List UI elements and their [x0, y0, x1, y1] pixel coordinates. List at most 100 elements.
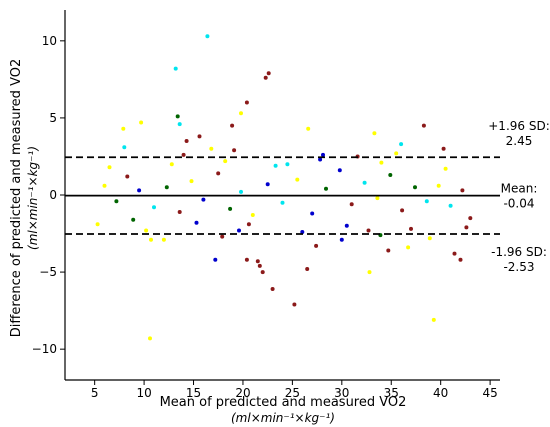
data-point [173, 66, 178, 71]
reference-label-value: 2.45 [506, 134, 533, 148]
data-point [265, 182, 270, 187]
data-point [460, 188, 465, 193]
data-point [386, 248, 391, 253]
data-point [220, 234, 225, 239]
data-point [443, 166, 448, 171]
data-point [314, 243, 319, 248]
x-tick-label: 35 [384, 386, 399, 400]
data-point [270, 287, 275, 291]
data-point [144, 228, 149, 233]
reference-label-value: -2.53 [503, 260, 534, 274]
data-point [250, 213, 255, 217]
data-point [216, 171, 221, 176]
x-axis-label: Mean of predicted and measured VO2 [160, 395, 407, 410]
data-point [184, 139, 189, 143]
data-point [125, 174, 130, 179]
data-point [321, 152, 325, 157]
data-point [107, 165, 112, 170]
data-point [266, 71, 271, 76]
x-tick-label: 30 [334, 386, 349, 400]
data-point [239, 189, 243, 194]
data-point [441, 146, 446, 151]
data-point [427, 236, 432, 241]
data-point [468, 216, 473, 221]
y-tick-label: 0 [49, 188, 57, 202]
y-tick-label: −10 [32, 342, 57, 356]
data-point [255, 259, 260, 264]
data-point [164, 185, 169, 190]
tick-layer: 5 10 15 20 25 30 35 40 45 −10 −5 0 5 10 [32, 34, 498, 400]
data-point [273, 163, 278, 168]
x-tick-label: 25 [285, 386, 300, 400]
data-point [324, 186, 328, 191]
data-point [194, 220, 199, 225]
data-point [148, 336, 152, 341]
data-point [421, 123, 426, 128]
data-point [169, 162, 174, 167]
y-axis-units-group: (ml×min⁻¹×kg⁻¹) [26, 146, 40, 250]
data-point [149, 237, 153, 242]
data-point [152, 205, 156, 210]
data-point [137, 188, 142, 193]
data-point [121, 126, 126, 131]
data-point [458, 257, 463, 262]
data-point [205, 34, 210, 39]
reference-label-value: -0.04 [503, 197, 534, 211]
data-point [406, 245, 411, 250]
data-point [161, 237, 166, 242]
data-point [399, 142, 404, 147]
data-point [177, 122, 182, 127]
data-point [292, 302, 297, 307]
data-point [230, 123, 235, 128]
data-point [122, 145, 127, 150]
data-point [424, 199, 429, 204]
x-axis-units: (ml×min⁻¹×kg⁻¹) [231, 411, 335, 425]
data-point [372, 131, 377, 136]
data-point [366, 228, 371, 233]
data-point [362, 180, 367, 185]
data-point [295, 177, 300, 182]
data-point [318, 157, 323, 162]
data-point [175, 114, 180, 119]
data-point [379, 160, 384, 165]
data-point [310, 211, 315, 216]
data-point [177, 210, 182, 214]
y-axis-units: (ml×min⁻¹×kg⁻¹) [26, 146, 40, 250]
data-point [213, 257, 218, 262]
reference-label-title: Mean: [501, 182, 538, 196]
data-point [285, 162, 290, 167]
data-point [201, 197, 206, 202]
data-point [189, 179, 194, 184]
data-point [375, 196, 380, 201]
x-tick-label: 10 [136, 386, 151, 400]
y-tick-label: 5 [49, 111, 57, 125]
data-point [452, 251, 457, 256]
data-point [95, 222, 100, 227]
data-point [131, 217, 136, 222]
data-point [280, 200, 285, 205]
data-point [181, 152, 186, 157]
data-point [349, 202, 354, 207]
x-tick-label: 15 [186, 386, 201, 400]
data-point [239, 111, 243, 116]
data-point [260, 270, 265, 275]
data-point [305, 267, 310, 271]
data-point [339, 237, 344, 242]
data-point [413, 185, 417, 190]
data-point [263, 75, 268, 80]
x-tick-label: 20 [235, 386, 250, 400]
data-point [228, 206, 233, 211]
data-point [367, 270, 372, 275]
y-axis-label-group: Difference of predicted and measured VO2 [9, 59, 24, 337]
data-point [344, 223, 349, 228]
reference-lines [65, 156, 500, 235]
data-point [223, 159, 228, 164]
x-tick-label: 45 [482, 386, 497, 400]
y-axis-label: Difference of predicted and measured VO2 [9, 59, 24, 337]
data-point [244, 100, 249, 105]
data-point [300, 230, 305, 234]
data-point [102, 183, 107, 188]
y-tick-label: −5 [39, 265, 57, 279]
data-point [114, 199, 119, 204]
